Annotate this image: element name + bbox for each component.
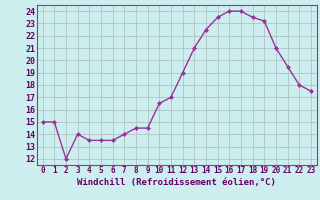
X-axis label: Windchill (Refroidissement éolien,°C): Windchill (Refroidissement éolien,°C)	[77, 178, 276, 187]
